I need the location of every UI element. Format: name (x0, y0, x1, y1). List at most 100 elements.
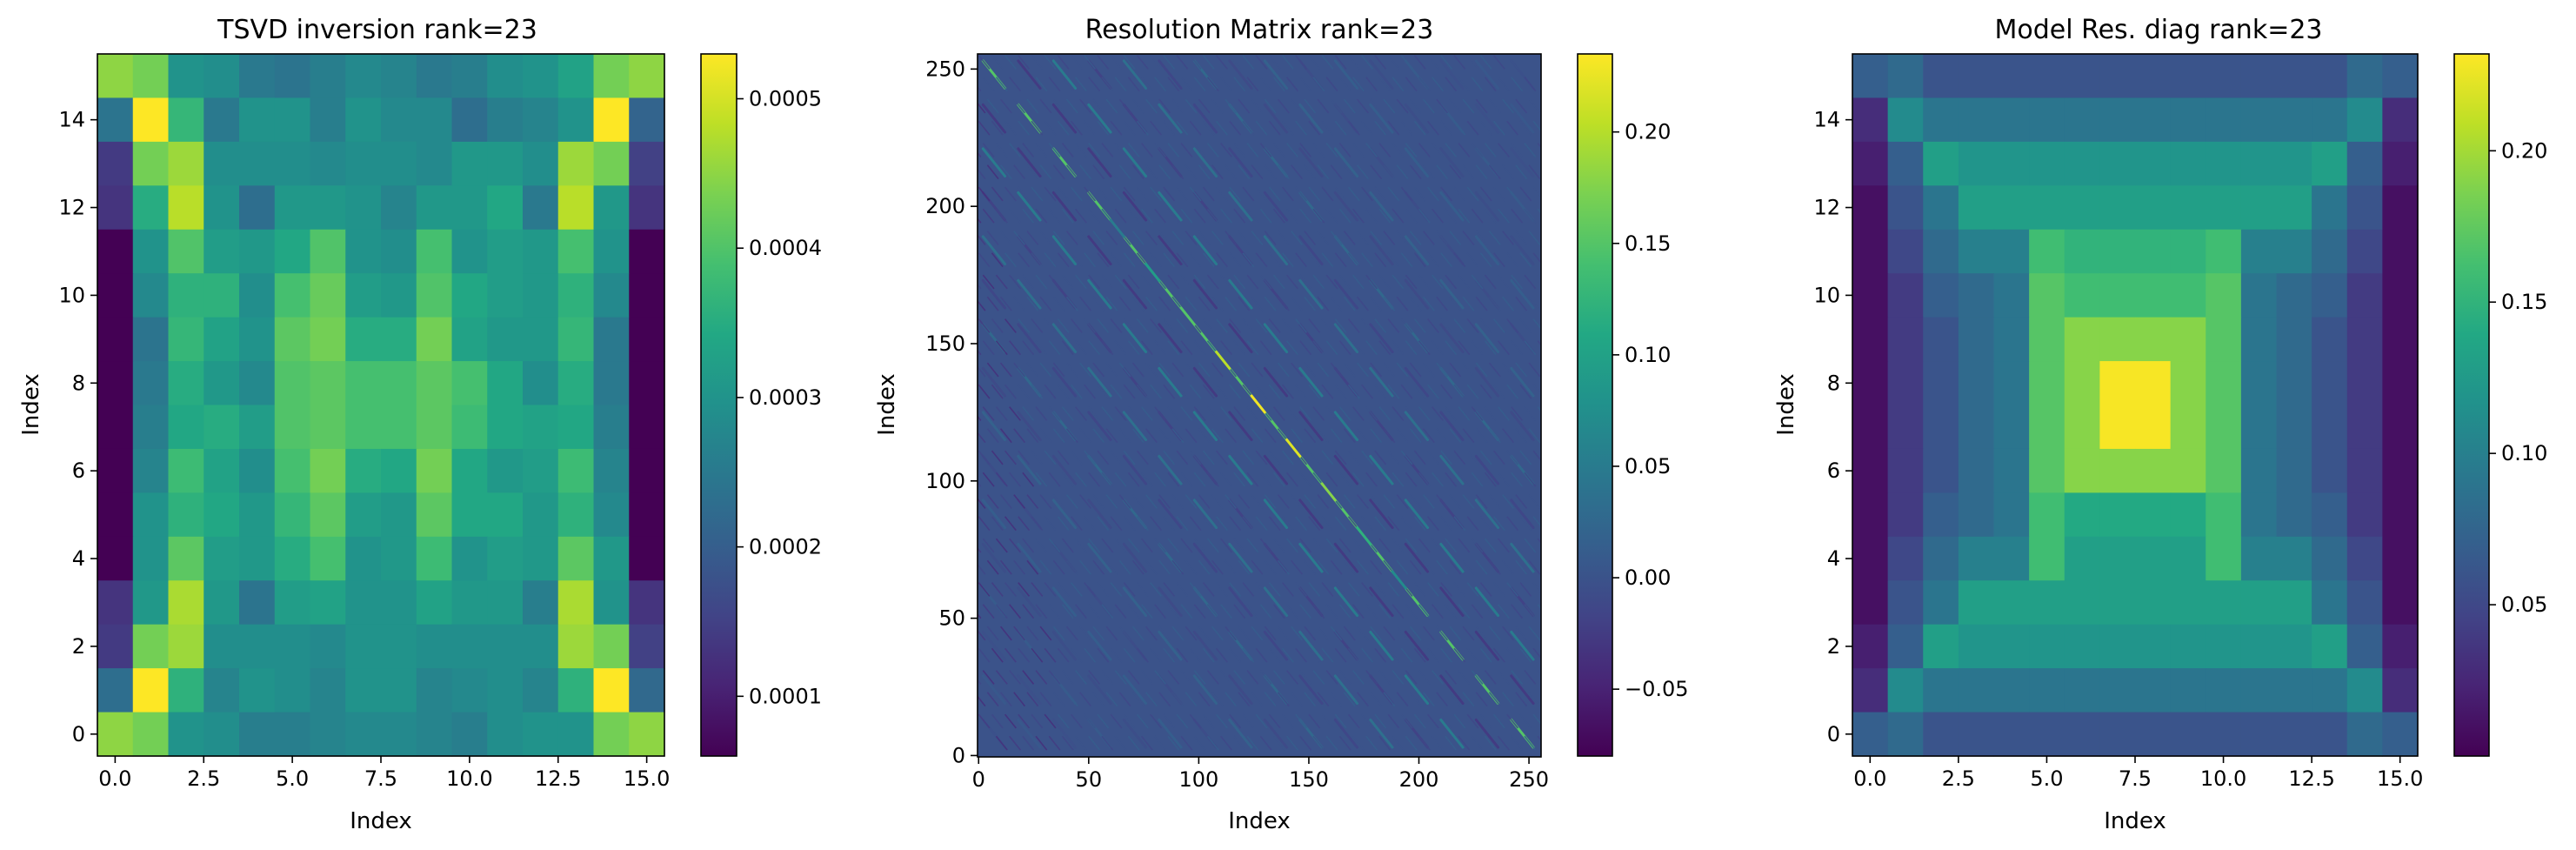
heatmap-cell (1993, 54, 2030, 99)
matrix-fine-streak (1445, 472, 1458, 487)
matrix-fine-streak (1396, 428, 1409, 444)
matrix-streak (1192, 103, 1218, 134)
matrix-fine-streak (1462, 428, 1475, 444)
matrix-fine-streak (1070, 713, 1083, 729)
heatmap-cell (487, 229, 524, 274)
heatmap-cell (2135, 405, 2172, 450)
matrix-fine-streak (1022, 670, 1035, 685)
matrix-fine-streak (1281, 252, 1294, 268)
matrix-fine-streak (1154, 143, 1167, 157)
y-tick-label: 8 (1827, 371, 1840, 395)
heatmap-cell (629, 229, 665, 274)
heatmap-cell (2170, 668, 2206, 713)
matrix-fine-streak (1220, 735, 1233, 751)
heatmap-cell (97, 317, 134, 362)
matrix-fine-streak (1304, 164, 1317, 180)
matrix-fine-streak (995, 406, 1008, 421)
heatmap-cell (487, 536, 524, 581)
heatmap-cell (239, 317, 276, 362)
matrix-streak (1439, 191, 1465, 222)
matrix-fine-streak (1299, 274, 1312, 290)
matrix-fine-streak (991, 186, 1004, 202)
matrix-fine-streak (1308, 252, 1321, 268)
matrix-fine-streak (1351, 274, 1365, 290)
heatmap-cell (416, 624, 453, 669)
matrix-fine-streak (1013, 164, 1026, 180)
heatmap-cell (523, 97, 559, 143)
matrix-fine-streak (1453, 582, 1466, 597)
matrix-fine-streak (1409, 164, 1422, 180)
matrix-fine-streak (1511, 77, 1524, 92)
heatmap-cell (2064, 448, 2100, 493)
matrix-fine-streak (1018, 186, 1031, 202)
heatmap-cell (487, 317, 524, 362)
matrix-streak (1298, 147, 1324, 177)
matrix-streak (1263, 103, 1289, 134)
heatmap-cell (168, 668, 204, 713)
heatmap-cell (2312, 448, 2348, 493)
matrix-fine-streak (1229, 647, 1242, 663)
matrix-fine-streak (1471, 670, 1484, 685)
matrix-fine-streak (1035, 472, 1048, 487)
heatmap-cell (310, 97, 346, 143)
matrix-fine-streak (1330, 626, 1343, 641)
matrix-fine-streak (1259, 604, 1272, 619)
matrix-fine-streak (1268, 186, 1281, 202)
heatmap-cell (2064, 361, 2100, 406)
matrix-fine-streak (995, 274, 1008, 290)
matrix-fine-streak (1004, 582, 1017, 597)
matrix-fine-streak (1330, 362, 1343, 378)
matrix-fine-streak (1233, 274, 1246, 290)
matrix-fine-streak (1127, 77, 1140, 92)
matrix-fine-streak (1052, 692, 1065, 707)
matrix-fine-streak (1391, 604, 1405, 619)
matrix-fine-streak (1291, 362, 1304, 378)
heatmap-cell (204, 361, 240, 406)
matrix-fine-streak (1325, 340, 1338, 356)
matrix-fine-streak (1225, 164, 1238, 180)
matrix-streak (1228, 278, 1253, 310)
matrix-fine-streak (1511, 670, 1524, 685)
matrix-fine-streak (1365, 406, 1378, 421)
matrix-fine-streak (1246, 406, 1259, 421)
matrix-fine-streak (1018, 582, 1031, 597)
matrix-fine-streak (1044, 186, 1057, 202)
matrix-fine-streak (965, 648, 977, 662)
colorbar-tick-label: 0.05 (1625, 454, 1671, 479)
matrix-streak (1051, 191, 1078, 222)
matrix-streak (1263, 454, 1289, 485)
matrix-fine-streak (1154, 735, 1167, 751)
matrix-fine-streak (1488, 428, 1501, 444)
heatmap-cell (487, 141, 524, 186)
heatmap-cell (1923, 317, 1959, 362)
matrix-fine-streak (1445, 274, 1458, 290)
matrix-fine-streak (1462, 362, 1475, 378)
heatmap-cell (2099, 317, 2136, 362)
matrix-fine-streak (982, 77, 995, 92)
matrix-fine-streak (1202, 55, 1215, 70)
heatmap-cell (274, 536, 311, 581)
matrix-fine-streak (986, 494, 999, 509)
matrix-fine-streak (1150, 582, 1163, 597)
matrix-fine-streak (1396, 692, 1409, 707)
matrix-streak (1474, 235, 1500, 265)
matrix-fine-streak (1136, 647, 1149, 663)
matrix-fine-streak (1057, 318, 1070, 333)
matrix-fine-streak (1285, 77, 1298, 92)
heatmap-cell (274, 361, 311, 406)
matrix-fine-streak (1026, 296, 1039, 311)
matrix-fine-streak (1215, 120, 1228, 136)
y-tick-label: 0 (72, 722, 85, 746)
matrix-fine-streak (1084, 647, 1097, 663)
matrix-fine-streak (978, 432, 986, 444)
matrix-streak (1192, 366, 1218, 398)
matrix-fine-streak (1233, 143, 1246, 157)
matrix-fine-streak (1413, 647, 1426, 663)
matrix-fine-streak (978, 85, 982, 92)
matrix-fine-streak (1365, 670, 1378, 685)
y-tick-label: 12 (58, 196, 85, 220)
matrix-streak (981, 499, 1007, 529)
matrix-fine-streak (1418, 77, 1431, 92)
matrix-streak (1439, 586, 1465, 617)
matrix-fine-streak (978, 186, 991, 202)
